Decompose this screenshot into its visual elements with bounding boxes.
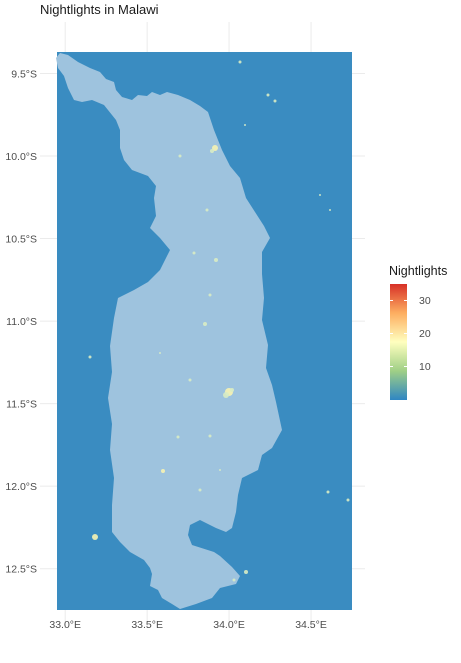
raster-layer (56, 52, 352, 610)
nightlight-spot (192, 251, 196, 255)
nightlight-spot (326, 490, 330, 494)
nightlight-spot (88, 355, 92, 359)
nightlight-spot (329, 209, 331, 211)
land-region (56, 53, 282, 609)
legend-tick-label: 20 (419, 327, 431, 340)
legend-tick: 30 (389, 295, 459, 307)
legend-colorbar (390, 284, 407, 400)
x-tick-label: 33.0°E (49, 619, 81, 631)
legend-tick: 20 (389, 328, 459, 340)
nightlight-spots (88, 60, 350, 582)
x-tick-label: 34.5°E (295, 619, 327, 631)
y-axis-ticks: 9.5°S 10.0°S 10.5°S 11.0°S 11.5°S 12.0°S 12.5°… (5, 68, 37, 575)
y-tick-label: 11.0°S (6, 316, 37, 328)
y-tick-label: 12.0°S (5, 481, 37, 493)
legend-tick-mark (390, 333, 393, 335)
y-tick-label: 10.0°S (5, 151, 37, 163)
legend-tick-mark (404, 366, 407, 368)
nightlight-spot (273, 99, 277, 103)
nightlight-spot (346, 498, 350, 502)
legend-tick-mark (390, 366, 393, 368)
y-tick-label: 9.5°S (11, 68, 37, 80)
nightlight-spot (92, 534, 98, 540)
legend: Nightlights 10 20 30 (389, 264, 459, 404)
nightlight-spot (266, 93, 270, 97)
nightlight-spot (212, 145, 218, 151)
nightlight-spot (232, 578, 236, 582)
nightlight-spot (214, 258, 218, 262)
y-tick-label: 12.5°S (5, 564, 37, 576)
legend-tick-mark (404, 333, 407, 335)
nightlight-spot (244, 570, 248, 574)
legend-tick-label: 30 (419, 294, 431, 307)
y-tick-label: 10.5°S (5, 234, 37, 246)
legend-tick: 10 (389, 361, 459, 373)
x-axis-ticks: 33.0°E 33.5°E 34.0°E 34.5°E (49, 619, 326, 631)
nightlight-spot (244, 124, 246, 126)
y-tick-label: 11.5°S (6, 399, 37, 411)
nightlight-spot (205, 208, 209, 212)
legend-tick-mark (390, 300, 393, 302)
nightlight-spot (198, 488, 202, 492)
nightlight-spot (188, 378, 192, 382)
x-tick-label: 34.0°E (213, 619, 245, 631)
nightlight-spot (208, 434, 212, 438)
nightlight-spot (223, 392, 229, 398)
nightlight-spot (176, 435, 180, 439)
nightlight-spot (203, 322, 207, 326)
nightlight-spot (161, 469, 165, 473)
legend-tick-mark (404, 300, 407, 302)
legend-title: Nightlights (389, 264, 448, 278)
nightlight-spot (238, 60, 242, 64)
nightlight-spot (178, 154, 182, 158)
nightlight-spot (230, 388, 234, 392)
nightlight-spot (208, 293, 212, 297)
x-tick-label: 33.5°E (131, 619, 163, 631)
nightlight-spot (159, 352, 161, 354)
nightlight-spot (210, 149, 214, 153)
legend-tick-label: 10 (419, 360, 431, 373)
nightlight-spot (319, 194, 321, 196)
nightlight-spot (219, 469, 221, 471)
legend-body: 10 20 30 (389, 284, 459, 404)
page-title: Nightlights in Malawi (40, 2, 159, 17)
